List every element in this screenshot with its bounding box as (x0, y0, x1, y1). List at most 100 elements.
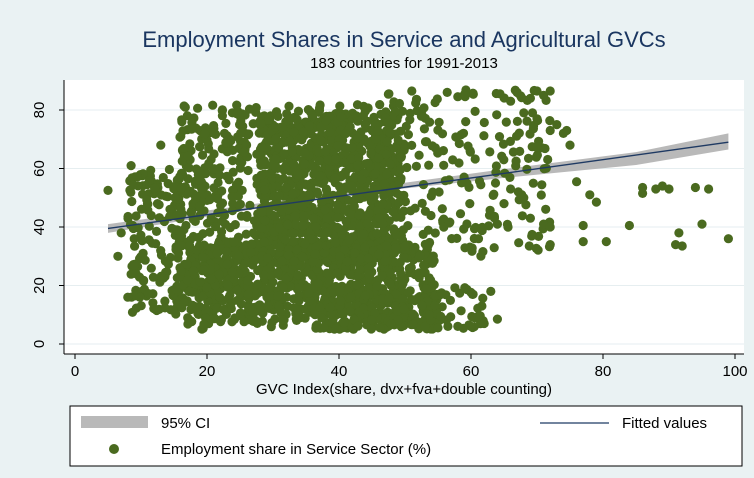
data-point (184, 286, 194, 297)
data-point (379, 179, 389, 189)
data-point (265, 168, 275, 178)
data-point (292, 245, 302, 255)
data-point (291, 314, 301, 324)
data-point (349, 201, 359, 211)
data-point (423, 240, 433, 250)
data-point (242, 212, 252, 222)
data-point (243, 289, 253, 299)
data-point (236, 299, 246, 309)
data-point (340, 129, 351, 139)
data-point (135, 292, 145, 302)
data-point (389, 224, 399, 234)
data-point (723, 234, 734, 244)
data-point (506, 96, 516, 106)
data-point (150, 183, 160, 193)
data-point (419, 103, 429, 113)
data-point (283, 220, 293, 230)
data-point (357, 174, 367, 185)
data-point (385, 278, 395, 288)
data-point (398, 294, 408, 304)
data-point (601, 237, 611, 247)
data-point (536, 190, 546, 200)
data-point (383, 89, 393, 99)
data-point (339, 157, 349, 168)
data-point (307, 111, 317, 121)
data-point (335, 286, 345, 296)
data-point (455, 209, 466, 219)
data-point (194, 301, 204, 311)
y-tick-label: 20 (31, 277, 48, 294)
data-point (342, 256, 352, 267)
data-point (221, 137, 231, 148)
data-point (492, 110, 502, 120)
y-tick-label: 0 (31, 340, 48, 348)
data-point (283, 250, 294, 260)
data-point (194, 201, 205, 211)
data-point (514, 238, 524, 248)
data-point (479, 318, 489, 329)
data-point (206, 213, 216, 223)
data-point (165, 211, 175, 222)
data-point (360, 106, 370, 116)
data-point (209, 183, 219, 193)
data-point (467, 243, 477, 253)
data-point (541, 163, 551, 173)
data-point (624, 220, 635, 231)
data-point (204, 158, 214, 169)
data-point (151, 226, 162, 236)
data-point (129, 234, 139, 244)
data-point (264, 283, 274, 293)
data-point (295, 282, 305, 292)
data-point (136, 204, 147, 214)
data-point (345, 122, 355, 132)
data-point (364, 269, 374, 279)
data-point (204, 144, 214, 154)
data-point (437, 204, 447, 214)
y-tick-label: 60 (31, 160, 48, 177)
data-point (142, 195, 152, 205)
data-point (462, 219, 472, 229)
data-point (289, 256, 299, 266)
data-point (486, 286, 496, 296)
data-point (310, 249, 320, 259)
data-point (440, 176, 450, 186)
data-point (446, 312, 456, 322)
data-point (511, 131, 522, 141)
data-point (540, 143, 550, 154)
data-point (346, 292, 356, 302)
data-point (195, 142, 205, 152)
data-point (352, 160, 363, 170)
data-point (255, 306, 266, 316)
data-point (492, 314, 502, 324)
data-point (404, 263, 414, 274)
data-point (461, 117, 471, 127)
data-point (233, 191, 243, 201)
data-point (243, 165, 253, 176)
data-point (197, 184, 207, 194)
data-point (466, 321, 476, 331)
data-point (319, 248, 329, 258)
data-point (349, 314, 359, 325)
data-point (372, 205, 383, 215)
data-point (451, 132, 461, 142)
data-point (216, 317, 226, 327)
fitted-line (107, 141, 729, 230)
data-point (138, 248, 148, 258)
data-point (260, 185, 270, 195)
data-point (372, 228, 382, 239)
data-point (132, 172, 142, 182)
data-point (381, 241, 392, 251)
data-point (697, 219, 707, 229)
data-point (174, 174, 185, 184)
data-point (522, 164, 532, 174)
data-point (543, 154, 553, 165)
data-point (278, 282, 288, 292)
fit-line-layer (107, 141, 729, 230)
data-point (525, 93, 536, 103)
data-point (375, 323, 385, 333)
data-point (335, 182, 345, 192)
data-point (160, 296, 170, 306)
data-point (235, 308, 246, 318)
data-point (396, 152, 406, 163)
